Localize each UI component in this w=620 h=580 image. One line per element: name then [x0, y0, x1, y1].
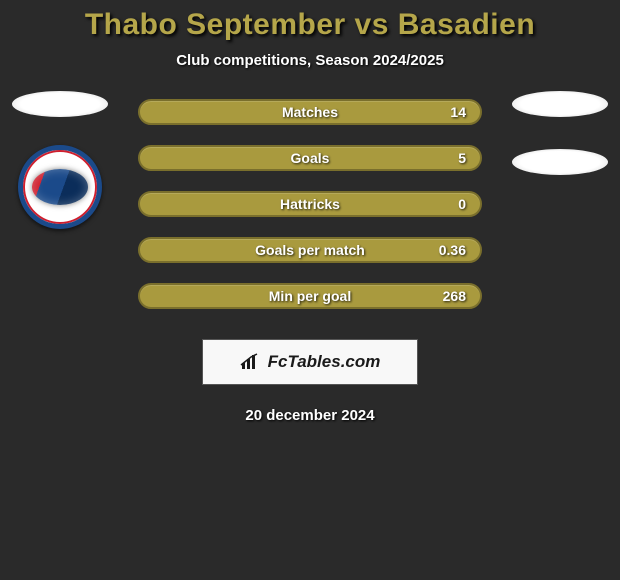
stat-value: 14 [450, 104, 466, 120]
stat-value: 268 [443, 288, 466, 304]
stat-bar-goals: Goals 5 [138, 145, 482, 171]
stat-label: Min per goal [269, 288, 351, 304]
stat-label: Goals per match [255, 242, 365, 258]
player-right-club-placeholder [512, 149, 608, 175]
stat-bar-min-per-goal: Min per goal 268 [138, 283, 482, 309]
player-left-avatar-placeholder [12, 91, 108, 117]
player-right-avatar-placeholder [512, 91, 608, 117]
subtitle: Club competitions, Season 2024/2025 [0, 52, 620, 69]
stats-area: Matches 14 Goals 5 Hattricks 0 Goals per… [0, 99, 620, 309]
page-title: Thabo September vs Basadien [0, 8, 620, 42]
stat-label: Matches [282, 104, 338, 120]
branding-label: FcTables.com [268, 352, 381, 372]
player-right-column [512, 91, 608, 175]
stat-bars: Matches 14 Goals 5 Hattricks 0 Goals per… [138, 99, 482, 309]
club-badge-inner-icon [32, 169, 88, 205]
stat-value: 0 [458, 196, 466, 212]
footer-date: 20 december 2024 [0, 407, 620, 424]
stat-label: Hattricks [280, 196, 340, 212]
stat-value: 5 [458, 150, 466, 166]
bar-chart-icon [240, 353, 262, 371]
stat-bar-goals-per-match: Goals per match 0.36 [138, 237, 482, 263]
player-left-column [12, 91, 108, 229]
stat-label: Goals [291, 150, 330, 166]
infographic-root: Thabo September vs Basadien Club competi… [0, 0, 620, 424]
stat-value: 0.36 [439, 242, 466, 258]
stat-bar-matches: Matches 14 [138, 99, 482, 125]
source-branding: FcTables.com [202, 339, 418, 385]
player-left-club-badge [18, 145, 102, 229]
stat-bar-hattricks: Hattricks 0 [138, 191, 482, 217]
